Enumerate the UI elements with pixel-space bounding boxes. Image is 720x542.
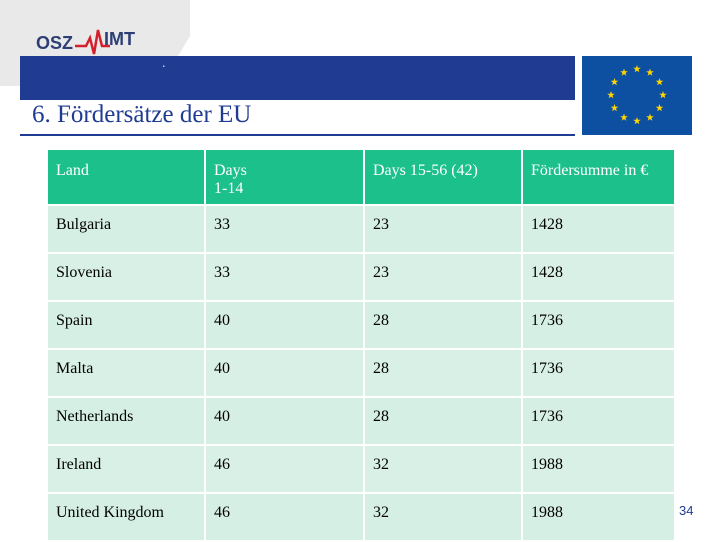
eu-stars-icon <box>607 65 667 125</box>
cell-days-1-14: 33 <box>204 252 365 302</box>
table-row: Spain 40 28 1736 <box>46 300 676 350</box>
cell-land: United Kingdom <box>46 492 206 542</box>
eu-star-icon <box>655 104 664 112</box>
page-number: 34 <box>679 503 694 518</box>
cell-sum: 1736 <box>521 348 676 398</box>
eu-flag-icon <box>582 56 692 135</box>
cell-sum: 1428 <box>521 252 676 302</box>
cell-days-15-56: 28 <box>363 300 523 350</box>
title-bar-mark: . <box>162 56 166 71</box>
cell-days-15-56: 23 <box>363 252 523 302</box>
header-land: Land <box>46 148 206 206</box>
funding-table: Land Days 1-14 Days 15-56 (42) Fördersum… <box>46 148 676 542</box>
cell-sum: 1988 <box>521 492 676 542</box>
cell-days-15-56: 23 <box>363 204 523 254</box>
table-row: Ireland 46 32 1988 <box>46 444 676 494</box>
cell-sum: 1988 <box>521 444 676 494</box>
cell-sum: 1736 <box>521 300 676 350</box>
cell-land: Spain <box>46 300 206 350</box>
cell-sum: 1428 <box>521 204 676 254</box>
cell-land: Malta <box>46 348 206 398</box>
cell-days-15-56: 32 <box>363 444 523 494</box>
eu-star-icon <box>646 113 654 121</box>
cell-land: Ireland <box>46 444 206 494</box>
eu-star-icon <box>633 117 641 125</box>
cell-land: Slovenia <box>46 252 206 302</box>
cell-days-15-56: 28 <box>363 396 523 446</box>
header-days-label: Days <box>214 162 247 179</box>
cell-land: Bulgaria <box>46 204 206 254</box>
eu-star-icon <box>633 65 641 73</box>
table-row: Bulgaria 33 23 1428 <box>46 204 676 254</box>
cell-days-15-56: 28 <box>363 348 523 398</box>
header-foerdersumme: Fördersumme in € <box>521 148 676 206</box>
page-title: 6. Fördersätze der EU <box>32 101 252 128</box>
cell-sum: 1736 <box>521 396 676 446</box>
table-header-row: Land Days 1-14 Days 15-56 (42) Fördersum… <box>46 148 676 206</box>
table-row: Slovenia 33 23 1428 <box>46 252 676 302</box>
logo-left-text: OSZ <box>36 33 74 53</box>
logo-right-text: IMT <box>104 29 135 49</box>
table-row: Netherlands 40 28 1736 <box>46 396 676 446</box>
cell-days-1-14: 40 <box>204 348 365 398</box>
eu-star-icon <box>655 78 664 86</box>
header-days-range: 1-14 <box>214 180 244 197</box>
cell-days-15-56: 32 <box>363 492 523 542</box>
cell-days-1-14: 33 <box>204 204 365 254</box>
cell-land: Netherlands <box>46 396 206 446</box>
table-row: Malta 40 28 1736 <box>46 348 676 398</box>
eu-star-icon <box>620 68 628 76</box>
eu-star-icon <box>607 91 615 99</box>
cell-days-1-14: 46 <box>204 492 365 542</box>
title-bar: . <box>20 56 575 136</box>
eu-star-icon <box>620 113 628 121</box>
table-row: United Kingdom 46 32 1988 <box>46 492 676 542</box>
cell-days-1-14: 40 <box>204 396 365 446</box>
eu-star-icon <box>610 104 619 112</box>
eu-star-icon <box>610 78 619 86</box>
header-days-1-14: Days 1-14 <box>204 148 365 206</box>
header-days-15-56: Days 15-56 (42) <box>363 148 523 206</box>
cell-days-1-14: 40 <box>204 300 365 350</box>
eu-star-icon <box>646 68 654 76</box>
cell-days-1-14: 46 <box>204 444 365 494</box>
title-white-band <box>20 100 575 134</box>
eu-star-icon <box>659 91 667 99</box>
